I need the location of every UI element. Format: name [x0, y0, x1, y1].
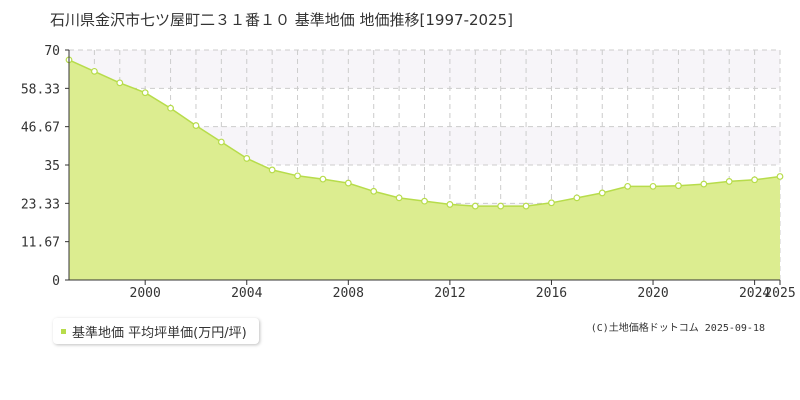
data-point: [548, 199, 555, 207]
data-point: [700, 180, 708, 188]
x-tick-label: 2000: [130, 286, 161, 301]
data-point: [522, 202, 530, 210]
data-point: [217, 138, 225, 146]
y-tick-label: 0: [52, 274, 60, 289]
x-tick-label: 2008: [333, 286, 364, 301]
x-tick-label: 2016: [536, 286, 567, 301]
y-tick-label: 23.33: [21, 197, 60, 212]
x-tick-label: 2020: [637, 286, 668, 301]
data-point: [725, 178, 733, 185]
data-point: [294, 172, 301, 180]
data-point: [268, 166, 276, 174]
legend: 基準地価 平均坪単価(万円/坪): [53, 318, 259, 344]
data-point: [624, 182, 632, 190]
data-point: [751, 176, 759, 184]
data-point: [370, 187, 378, 195]
x-tick-label: 2024: [739, 286, 770, 301]
chart-title: 石川県金沢市七ツ屋町二３１番１０ 基準地価 地価推移[1997-2025]: [50, 11, 514, 29]
data-point: [573, 194, 581, 202]
data-point: [243, 155, 251, 162]
series-area: [69, 59, 780, 281]
y-tick-labels: 0 11.67 23.33 35 46.67 58.33 70: [21, 44, 60, 289]
data-point: [675, 182, 682, 190]
data-point: [167, 104, 174, 112]
y-tick-label: 35: [44, 159, 60, 174]
data-point: [471, 202, 479, 210]
y-tick-label: 58.33: [21, 82, 60, 97]
data-point: [344, 179, 352, 187]
data-point: [116, 79, 124, 87]
data-point: [141, 89, 149, 97]
data-point: [776, 173, 784, 180]
x-tick-label: 2012: [434, 286, 465, 301]
data-point: [421, 197, 428, 205]
legend-swatch: [61, 328, 66, 334]
y-tick-label: 11.67: [21, 236, 60, 251]
y-tick-label: 70: [44, 44, 60, 59]
x-tick-label: 2025: [764, 286, 795, 301]
data-point: [395, 194, 403, 202]
data-point: [446, 201, 454, 208]
data-point: [598, 189, 606, 197]
legend-label: 基準地価 平均坪単価(万円/坪): [72, 325, 247, 341]
data-point: [319, 175, 327, 183]
data-point: [192, 122, 200, 129]
data-point: [649, 182, 657, 190]
y-tick-label: 46.67: [21, 121, 60, 136]
x-tick-label: 2004: [231, 286, 262, 301]
credit-text: (C)土地価格ドットコム 2025-09-18: [590, 323, 765, 334]
axes: [65, 49, 781, 285]
data-point: [497, 202, 505, 210]
data-point: [90, 67, 98, 75]
